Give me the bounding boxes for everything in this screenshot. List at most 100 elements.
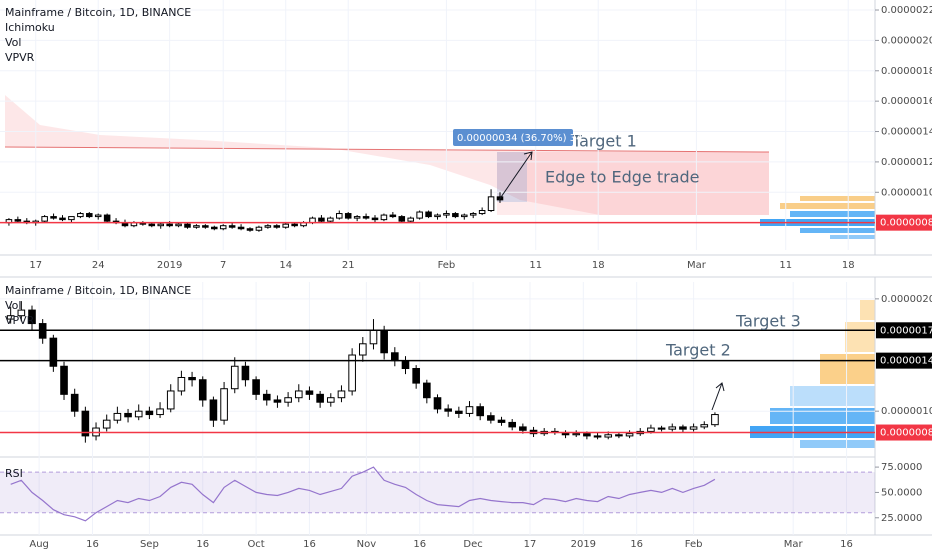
candle-body (647, 427, 655, 432)
vpvr-bottom (750, 300, 875, 448)
measure-label: 0.00000034 (36.70%) 34 (457, 133, 582, 144)
pane: Aug 16 Sep 16 Oct 16 Nov 16 Dec 17 2019 16 Feb Mar 16 0… (0, 282, 932, 550)
arrow-head (523, 151, 533, 161)
candle-body (228, 225, 236, 228)
candle-body (604, 434, 613, 438)
candle-body (202, 225, 209, 228)
candle-body (711, 414, 719, 426)
candle-body (237, 226, 245, 230)
candle-body (583, 433, 591, 437)
x-tick-label: Oct (247, 539, 264, 550)
candle-body (70, 393, 79, 412)
trade-zone (497, 152, 769, 215)
decorations (0, 0, 932, 536)
x-tick-label: 16 (840, 539, 853, 550)
candle-body (455, 410, 463, 414)
candle-body (423, 382, 431, 399)
x-tick-label: 11 (529, 260, 542, 271)
candle-body (282, 223, 289, 228)
candle-body (478, 210, 486, 215)
vpvr-bar (780, 203, 875, 209)
candle-body (262, 393, 271, 401)
vpvr-bar (830, 235, 875, 239)
candle-body (264, 225, 272, 228)
candle-body (184, 223, 191, 228)
x-tick-label: 17 (29, 260, 42, 271)
annotation: Target 3 (735, 312, 801, 331)
candle-body (318, 217, 325, 222)
candle-body (166, 223, 173, 227)
candle-body (593, 435, 602, 438)
candle-body (358, 343, 367, 356)
price-label-box (876, 424, 932, 441)
legend-indicator: Vol (5, 36, 21, 49)
candle-body (134, 410, 143, 418)
candle-body (28, 309, 36, 325)
candle-body (49, 337, 58, 367)
candle-body (371, 217, 379, 221)
x-tick-label: 16 (196, 539, 209, 550)
candle-body (615, 434, 623, 437)
x-tick-label: 16 (303, 539, 316, 550)
candle-body (59, 217, 66, 221)
y-tick-label: 50.0000 (881, 487, 922, 498)
candle-body (391, 352, 399, 362)
candle-body (156, 408, 164, 416)
candle-body (77, 213, 84, 218)
candle-body (398, 216, 406, 222)
cloud-edge (4, 146, 770, 153)
legend-title: Mainframe / Bitcoin, 1D, BINANCE (5, 6, 191, 19)
candle-body (369, 329, 378, 345)
candle-body (443, 213, 450, 216)
candle-body (284, 397, 292, 403)
candle-body (17, 309, 26, 317)
candle-body (401, 360, 410, 369)
candle-body (344, 213, 352, 219)
candle-body (461, 214, 468, 218)
candle-body (336, 213, 343, 219)
y-tick-label: 75.0000 (881, 462, 922, 473)
candle-body (273, 225, 281, 228)
candle-body (668, 426, 677, 430)
candle-body (220, 388, 228, 421)
candle-body (103, 214, 111, 222)
legend-indicator: VPVR (5, 314, 35, 327)
vpvr-bar (770, 408, 875, 424)
price-label: 0.00000172 (880, 325, 932, 336)
candle-body (326, 397, 335, 403)
candle-body (444, 408, 452, 412)
candle-body (416, 211, 423, 219)
candle-body (193, 225, 200, 228)
vpvr-bar (790, 386, 875, 406)
annotation: Edge to Edge trade (545, 168, 700, 187)
candle-body (412, 368, 420, 384)
price-label: 0.00000145 (880, 356, 932, 367)
x-tick-label: 16 (413, 539, 426, 550)
arrow (498, 151, 533, 201)
legend-indicator: VPVR (5, 51, 35, 64)
candle-body (209, 399, 218, 421)
vpvr-bar (845, 322, 875, 352)
vpvr-bar (820, 354, 875, 384)
vpvr-bar (800, 228, 875, 233)
candle-body (255, 226, 263, 231)
candle-body (433, 397, 442, 410)
candle-body (469, 213, 477, 216)
candle-body (380, 214, 388, 221)
x-tick-label: Sep (140, 539, 159, 550)
x-tick-label: 7 (220, 260, 226, 271)
x-tick-label: 18 (592, 260, 605, 271)
candle-body (362, 216, 370, 219)
x-tick-label: 2019 (571, 539, 596, 550)
x-tick-label: 17 (524, 539, 537, 550)
x-tick-label: Aug (29, 539, 49, 550)
candle-body (348, 354, 356, 392)
rsi-line (10, 466, 716, 522)
